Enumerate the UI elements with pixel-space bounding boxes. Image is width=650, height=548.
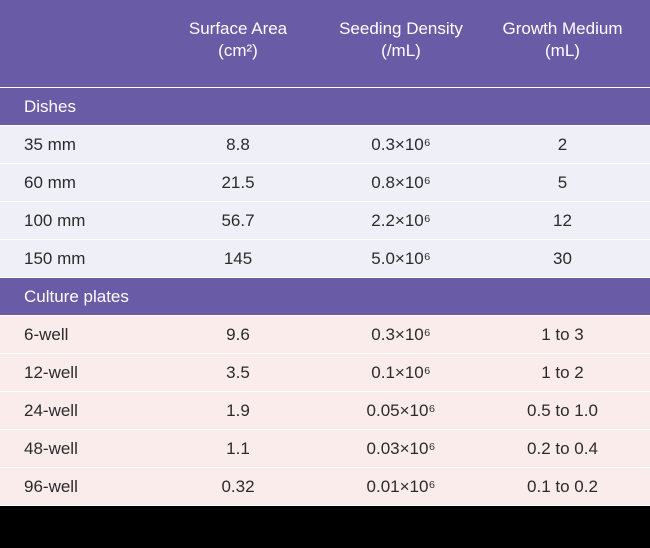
section-culture-plates: Culture plates [0,278,650,316]
growth-medium-cell: 12 [553,211,572,230]
surface-area-cell: 3.5 [226,363,250,382]
section-dishes: Dishes [0,88,650,126]
table-row: 96-well 0.32 0.01×10⁶ 0.1 to 0.2 [0,468,650,506]
surface-area-cell: 56.7 [221,211,255,230]
growth-medium-cell: 1 to 2 [541,363,584,382]
seeding-density-cell: 5.0×10⁶ [371,249,431,268]
table-row: 48-well 1.1 0.03×10⁶ 0.2 to 0.4 [0,430,650,468]
growth-medium-cell: 2 [557,135,568,154]
table-row: 60 mm 21.5 0.8×10⁶ 5 [0,164,650,202]
seeding-density-cell: 0.05×10⁶ [366,401,436,420]
seeding-density-cell: 0.3×10⁶ [371,135,431,154]
vessel-cell: 12-well [24,363,78,382]
table-row: 100 mm 56.7 2.2×10⁶ 12 [0,202,650,240]
vessel-cell: 24-well [24,401,78,420]
header-growth-medium: Growth Medium (mL) [502,19,623,60]
table-header: Surface Area (cm²) Seeding Density (/mL)… [0,0,650,88]
header-surface-area: Surface Area (cm²) [188,19,288,60]
growth-medium-cell: 0.1 to 0.2 [527,477,598,496]
plates-rows: 6-well 9.6 0.3×10⁶ 1 to 3 12-well 3.5 0.1×10⁶ 1… [0,316,650,506]
vessel-cell: 35 mm [24,135,76,154]
surface-area-cell: 21.5 [221,173,255,192]
vessel-cell: 6-well [24,325,69,344]
growth-medium-cell: 1 to 3 [541,325,584,344]
vessel-cell: 150 mm [24,249,86,268]
table-row: 24-well 1.9 0.05×10⁶ 0.5 to 1.0 [0,392,650,430]
seeding-density-cell: 0.3×10⁶ [371,325,431,344]
culture-vessel-table: Surface Area (cm²) Seeding Density (/mL)… [0,0,650,506]
table-row: 6-well 9.6 0.3×10⁶ 1 to 3 [0,316,650,354]
seeding-density-cell: 0.03×10⁶ [366,439,436,458]
dishes-rows: 35 mm 8.8 0.3×10⁶ 2 60 mm 21.5 0.8×10⁶ 5 100 mm 5… [0,126,650,278]
surface-area-cell: 9.6 [226,325,250,344]
surface-area-cell: 0.32 [221,477,255,496]
seeding-density-cell: 0.1×10⁶ [371,363,431,382]
vessel-cell: 48-well [24,439,78,458]
growth-medium-cell: 0.5 to 1.0 [527,401,598,420]
growth-medium-cell: 5 [557,173,568,192]
header-seeding-density: Seeding Density (/mL) [339,19,463,60]
vessel-cell: 96-well [24,477,78,496]
table-row: 150 mm 145 5.0×10⁶ 30 [0,240,650,278]
seeding-density-cell: 2.2×10⁶ [371,211,431,230]
table-row: 35 mm 8.8 0.3×10⁶ 2 [0,126,650,164]
bottom-bar [0,510,650,548]
surface-area-cell: 1.1 [226,439,250,458]
table-row: 12-well 3.5 0.1×10⁶ 1 to 2 [0,354,650,392]
seeding-density-cell: 0.01×10⁶ [366,477,436,496]
growth-medium-cell: 0.2 to 0.4 [527,439,598,458]
seeding-density-cell: 0.8×10⁶ [371,173,431,192]
surface-area-cell: 145 [223,249,253,268]
vessel-cell: 100 mm [24,211,86,230]
growth-medium-cell: 30 [553,249,572,268]
vessel-cell: 60 mm [24,173,76,192]
surface-area-cell: 8.8 [226,135,250,154]
surface-area-cell: 1.9 [226,401,250,420]
